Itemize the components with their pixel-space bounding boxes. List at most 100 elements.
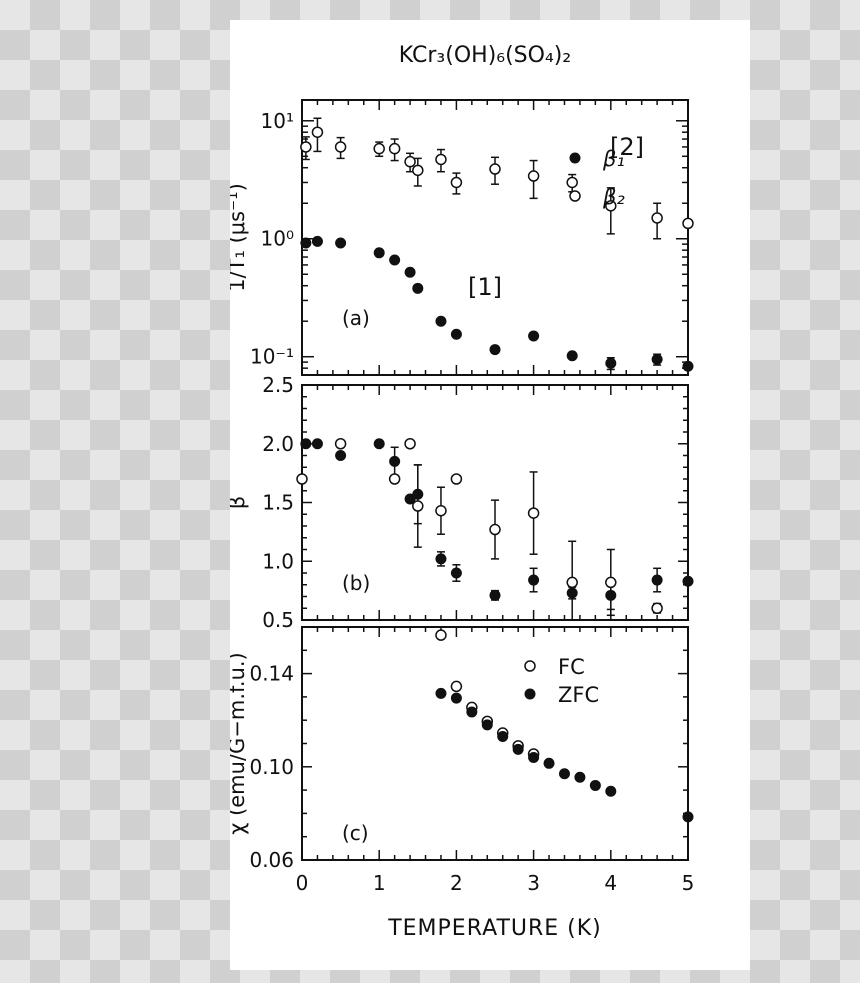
- figure-title: KCr₃(OH)₆(SO₄)₂: [399, 43, 571, 68]
- data-point: [528, 330, 540, 342]
- data-point: [335, 237, 347, 249]
- x-tick-label: 3: [527, 871, 540, 895]
- data-point: [651, 212, 663, 224]
- data-point: [334, 141, 347, 153]
- data-point: [450, 328, 462, 340]
- data-point: [605, 357, 617, 369]
- y-tick-label: 10⁰: [261, 227, 294, 251]
- panel-2: 2.5 2.0 1.5 1.0 0.5 β (b) β₁ β₂: [230, 147, 694, 632]
- y-tick-label: 0.06: [249, 848, 294, 872]
- data-point: [497, 731, 509, 743]
- legend-marker: [524, 688, 536, 700]
- data-point: [682, 811, 694, 823]
- panel-label: (c): [342, 821, 369, 845]
- data-point: [435, 504, 447, 517]
- data-point: [566, 576, 578, 589]
- data-point: [373, 247, 385, 259]
- data-point: [412, 164, 424, 177]
- data-point: [528, 574, 540, 586]
- data-point: [311, 126, 324, 138]
- legend-label: ZFC: [558, 683, 599, 707]
- data-point: [543, 757, 555, 769]
- series-label: [2]: [610, 133, 644, 161]
- data-point: [404, 155, 416, 168]
- data-point: [489, 344, 501, 356]
- data-point: [450, 567, 462, 579]
- data-point: [527, 507, 540, 519]
- data-point: [373, 438, 385, 450]
- series-label: [1]: [468, 273, 502, 301]
- data-point: [566, 176, 578, 189]
- panel-frame: [301, 99, 689, 376]
- legend-label: β₁: [602, 147, 625, 171]
- data-point: [311, 438, 323, 450]
- legend-marker: [569, 190, 581, 202]
- data-point: [450, 692, 462, 704]
- data-point: [412, 500, 424, 512]
- data-point: [404, 266, 416, 278]
- chart-canvas: KCr₃(OH)₆(SO₄)₂ TEMPERATURE (K) 10¹10⁰10…: [230, 43, 694, 941]
- panel-label: (a): [342, 306, 370, 330]
- data-point: [527, 170, 540, 182]
- data-point: [489, 163, 501, 175]
- y-axis-label: 1/T₁ (μs⁻¹): [230, 183, 249, 292]
- data-point: [373, 142, 385, 155]
- data-point: [404, 438, 416, 450]
- panel-label: (b): [342, 571, 370, 595]
- legend-marker: [524, 660, 536, 672]
- data-point: [682, 360, 694, 372]
- legend-label: FC: [558, 655, 585, 679]
- y-tick-label: 10⁻¹: [250, 345, 294, 369]
- data-point: [589, 779, 601, 791]
- data-point: [605, 200, 617, 212]
- data-point: [300, 141, 312, 153]
- data-point: [296, 473, 308, 485]
- data-point: [389, 254, 401, 266]
- data-point: [450, 473, 463, 485]
- data-point: [574, 771, 586, 783]
- y-tick-label: 0.5: [262, 608, 294, 632]
- data-point: [389, 455, 401, 467]
- data-point: [651, 574, 663, 586]
- data-point: [605, 785, 617, 797]
- data-point: [435, 629, 447, 641]
- y-axis-label: β: [230, 496, 249, 509]
- data-point: [558, 768, 570, 780]
- y-tick-label: 10¹: [261, 109, 294, 133]
- data-point: [311, 235, 323, 247]
- data-point: [605, 576, 617, 589]
- y-tick-label: 0.10: [249, 755, 294, 779]
- y-tick-label: 0.14: [249, 662, 294, 686]
- data-point: [334, 438, 347, 450]
- data-point: [528, 751, 540, 763]
- legend-label: β₂: [602, 185, 625, 209]
- data-point: [489, 589, 501, 601]
- data-point: [682, 217, 694, 230]
- data-point: [481, 719, 493, 731]
- data-point: [651, 602, 663, 614]
- figure: KCr₃(OH)₆(SO₄)₂ TEMPERATURE (K) 10¹ 10⁰ 10…: [230, 20, 750, 970]
- data-point: [388, 142, 401, 155]
- data-point: [435, 153, 447, 166]
- y-tick-label: 2.5: [262, 373, 294, 397]
- panel-1: 10¹ 10⁰ 10⁻¹ 1/T₁ (μs⁻¹) (a) [2] [1]: [230, 99, 694, 376]
- x-tick-label: 1: [373, 871, 386, 895]
- data-point: [566, 350, 578, 362]
- data-point: [300, 237, 312, 249]
- data-point: [651, 353, 663, 365]
- data-point: [466, 706, 478, 718]
- data-point: [435, 553, 447, 565]
- panel-3: 0 1 2 3 4 5 0.14 0.10 0.06χ (emu/G−m.f.u.) (c) FC Z…: [230, 626, 694, 895]
- data-point: [300, 438, 312, 450]
- y-axis-label: χ (emu/G−m.f.u.): [230, 652, 249, 834]
- y-tick-label: 2.0: [262, 432, 294, 456]
- y-tick-label: 1.0: [262, 549, 294, 573]
- x-tick-label: 4: [604, 871, 617, 895]
- x-axis-label: TEMPERATURE (K): [387, 916, 602, 941]
- data-point: [412, 282, 424, 294]
- data-point: [435, 687, 447, 699]
- data-point: [335, 450, 347, 461]
- data-point: [450, 176, 463, 189]
- data-point: [489, 523, 501, 536]
- y-tick-label: 1.5: [262, 491, 294, 515]
